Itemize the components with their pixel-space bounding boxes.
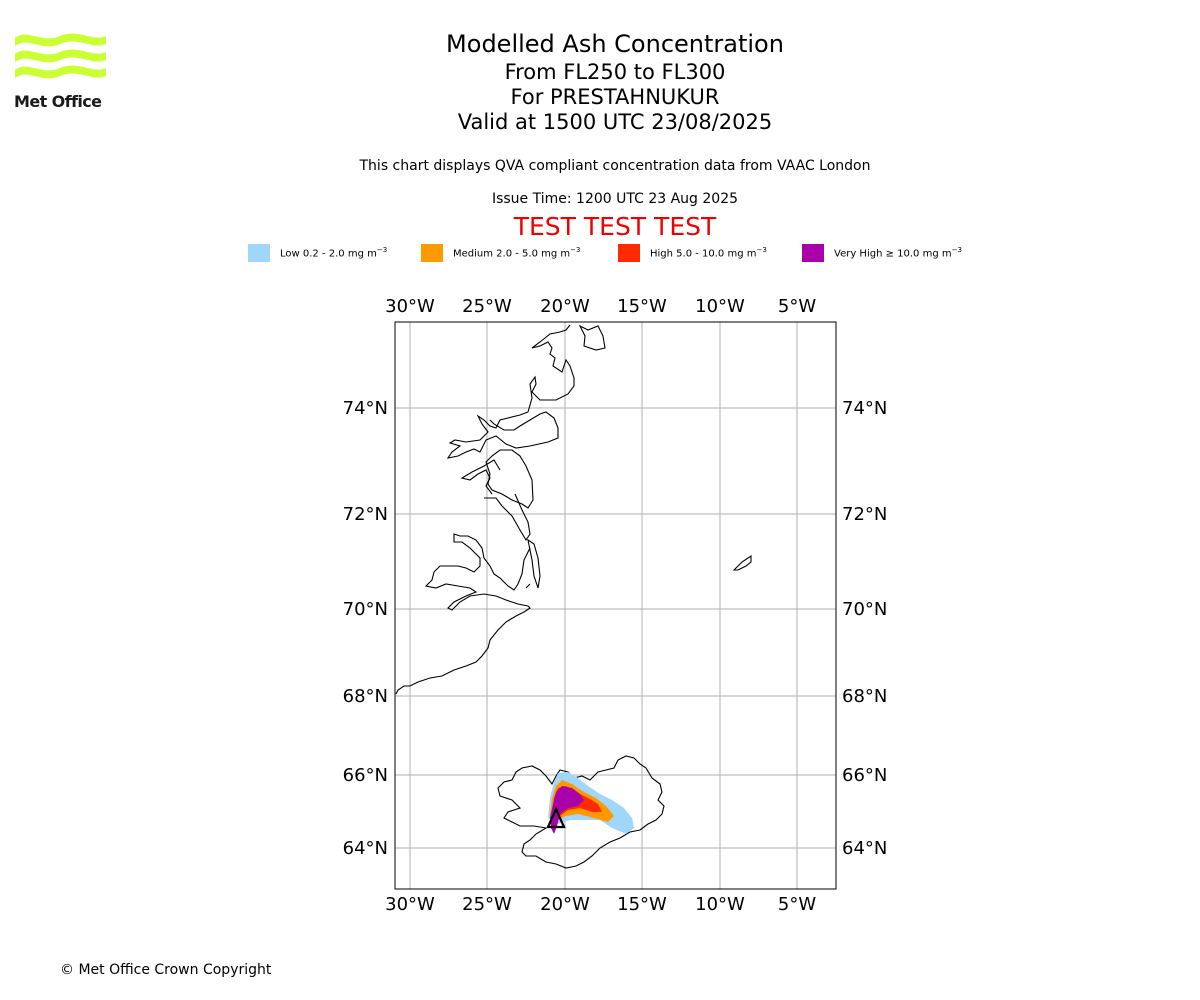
lat-label: 70°N bbox=[343, 599, 388, 620]
latitude-labels-right: 74°N 72°N 70°N 68°N 66°N 64°N bbox=[842, 398, 887, 859]
lat-label: 74°N bbox=[343, 398, 388, 419]
lat-label: 68°N bbox=[842, 686, 887, 707]
chart-title: Modelled Ash Concentration bbox=[446, 30, 784, 58]
longitude-labels-bottom: 30°W 25°W 20°W 15°W 10°W 5°W bbox=[385, 894, 816, 915]
lat-label: 64°N bbox=[842, 838, 887, 859]
legend-item-medium: Medium 2.0 - 5.0 mg m−3 bbox=[421, 244, 580, 262]
valid-time: Valid at 1500 UTC 23/08/2025 bbox=[457, 110, 773, 134]
legend-swatch-medium bbox=[421, 244, 443, 262]
lon-label: 10°W bbox=[695, 296, 745, 317]
longitude-labels-top: 30°W 25°W 20°W 15°W 10°W 5°W bbox=[385, 296, 816, 317]
lat-label: 70°N bbox=[842, 599, 887, 620]
lon-label: 25°W bbox=[462, 296, 512, 317]
map-gridlines bbox=[395, 322, 836, 889]
legend-swatch-high bbox=[618, 244, 640, 262]
qva-note: This chart displays QVA compliant concen… bbox=[359, 158, 871, 174]
legend-label-medium: Medium 2.0 - 5.0 mg m bbox=[453, 248, 571, 260]
legend-item-high: High 5.0 - 10.0 mg m−3 bbox=[618, 244, 767, 262]
lon-label: 30°W bbox=[385, 296, 435, 317]
title-block: Modelled Ash Concentration From FL250 to… bbox=[315, 28, 915, 135]
copyright-notice: © Met Office Crown Copyright bbox=[60, 962, 272, 978]
legend-label-high: High 5.0 - 10.0 mg m bbox=[650, 248, 757, 260]
volcano-marker-icon bbox=[546, 806, 566, 829]
lon-label: 5°W bbox=[778, 894, 816, 915]
lat-label: 64°N bbox=[343, 838, 388, 859]
met-office-waves-icon bbox=[15, 33, 106, 79]
legend-item-very-high: Very High ≥ 10.0 mg m−3 bbox=[802, 244, 962, 262]
test-banner: TEST TEST TEST bbox=[513, 212, 717, 241]
ash-contour-very-high bbox=[550, 786, 584, 834]
ash-plume bbox=[548, 772, 634, 834]
lon-label: 15°W bbox=[617, 296, 667, 317]
lon-label: 20°W bbox=[540, 894, 590, 915]
legend: Low 0.2 - 2.0 mg m−3 Medium 2.0 - 5.0 mg… bbox=[0, 244, 1200, 264]
met-office-logo: Met Office bbox=[14, 30, 108, 112]
lat-label: 74°N bbox=[842, 398, 887, 419]
lon-label: 15°W bbox=[617, 894, 667, 915]
lat-label: 72°N bbox=[343, 504, 388, 525]
coastline-iceland bbox=[497, 755, 665, 869]
volcano-name: For PRESTAHNUKUR bbox=[510, 85, 720, 109]
lon-label: 10°W bbox=[695, 894, 745, 915]
lat-label: 66°N bbox=[343, 765, 388, 786]
lon-label: 5°W bbox=[778, 296, 816, 317]
coastline-jan-mayen bbox=[732, 554, 752, 571]
issue-time: Issue Time: 1200 UTC 23 Aug 2025 bbox=[491, 191, 739, 207]
lon-label: 30°W bbox=[385, 894, 435, 915]
coastline-greenland bbox=[395, 324, 606, 695]
lat-label: 72°N bbox=[842, 504, 887, 525]
latitude-labels-left: 74°N 72°N 70°N 68°N 66°N 64°N bbox=[343, 398, 388, 859]
legend-label-low: Low 0.2 - 2.0 mg m bbox=[280, 248, 377, 260]
legend-item-low: Low 0.2 - 2.0 mg m−3 bbox=[248, 244, 387, 262]
legend-swatch-very-high bbox=[802, 244, 824, 262]
lon-label: 25°W bbox=[462, 894, 512, 915]
map-frame bbox=[394, 321, 837, 890]
lon-label: 20°W bbox=[540, 296, 590, 317]
legend-swatch-low bbox=[248, 244, 270, 262]
lat-label: 66°N bbox=[842, 765, 887, 786]
legend-label-very-high: Very High ≥ 10.0 mg m bbox=[834, 248, 952, 260]
lat-label: 68°N bbox=[343, 686, 388, 707]
flight-level-range: From FL250 to FL300 bbox=[504, 60, 726, 84]
logo-text: Met Office bbox=[14, 92, 102, 111]
